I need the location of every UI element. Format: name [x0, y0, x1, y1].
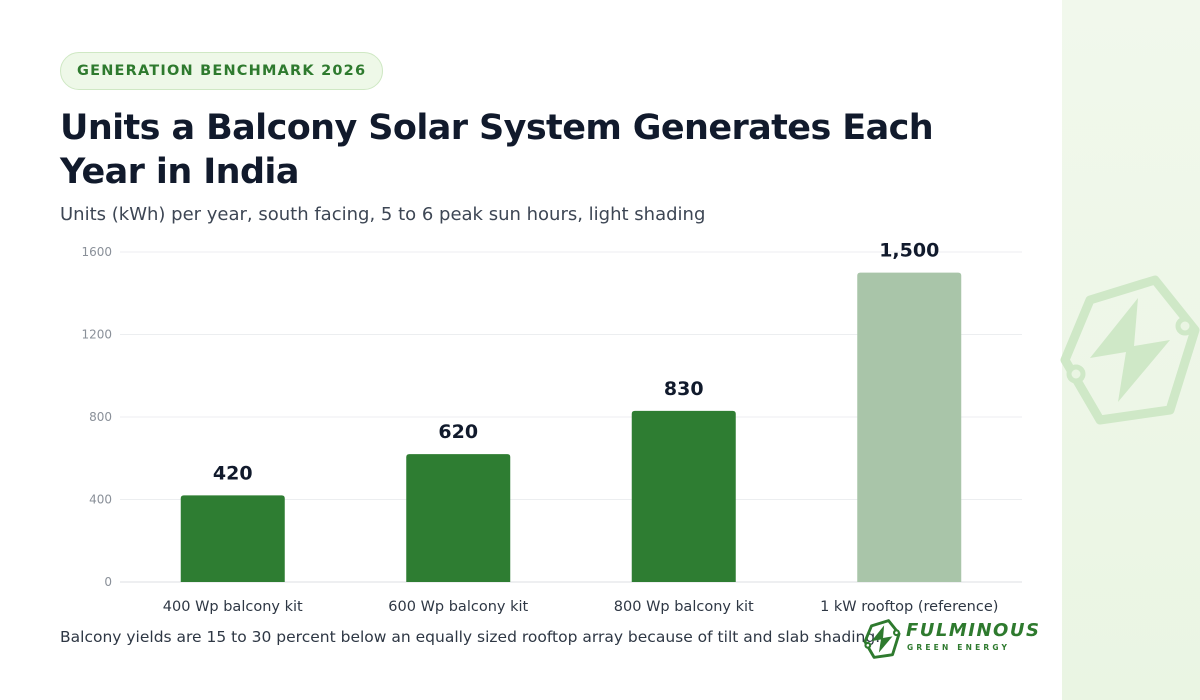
brand-tagline: GREEN ENERGY	[907, 643, 1011, 652]
x-category-label: 800 Wp balcony kit	[614, 599, 754, 615]
y-tick-label: 400	[89, 493, 112, 507]
bar-1	[180, 495, 285, 582]
chart-bars	[180, 272, 962, 582]
y-axis-ticks: 0 400 800 1200 1600	[81, 245, 112, 589]
lightning-hex-logo-icon	[863, 619, 901, 659]
chart-title: Units a Balcony Solar System Generates E…	[60, 108, 934, 192]
chart-footnote: Balcony yields are 15 to 30 percent belo…	[60, 628, 881, 646]
y-tick-label: 1200	[81, 328, 112, 342]
y-tick-label: 0	[104, 575, 112, 589]
x-category-label: 1 kW rooftop (reference)	[820, 599, 998, 615]
bar-4	[857, 272, 962, 582]
brand-logo: FULMINOUS GREEN ENERGY	[862, 618, 1039, 662]
lightning-hex-watermark-icon	[1060, 275, 1200, 425]
bar-value-label: 1,500	[879, 240, 939, 262]
bar-3	[631, 410, 736, 582]
bar-value-label: 420	[213, 462, 253, 484]
bar-value-label: 620	[438, 421, 478, 443]
brand-name: FULMINOUS	[906, 620, 1041, 641]
bar-chart: 0 400 800 1200 1600 420 400 Wp balcony kit 620…	[81, 240, 1022, 615]
chart-subtitle: Units (kWh) per year, south facing, 5 to…	[60, 204, 706, 225]
bar-2	[406, 454, 511, 582]
chart-labels: 420 400 Wp balcony kit 620 600 Wp balcony k…	[163, 240, 999, 615]
bar-value-label: 830	[664, 378, 704, 400]
y-tick-label: 1600	[81, 245, 112, 259]
y-tick-label: 800	[89, 410, 112, 424]
x-category-label: 600 Wp balcony kit	[388, 599, 528, 615]
benchmark-badge: GENERATION BENCHMARK 2026	[60, 52, 384, 90]
x-category-label: 400 Wp balcony kit	[163, 599, 303, 615]
